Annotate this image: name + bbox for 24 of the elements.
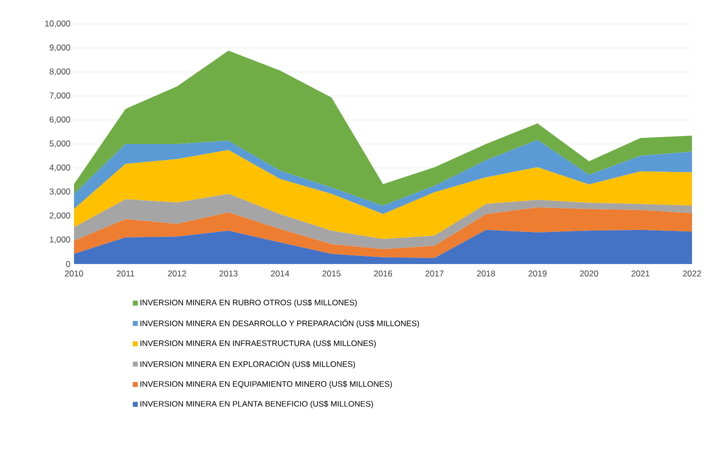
x-tick-label: 2019 bbox=[528, 270, 547, 276]
x-tick-label: 2012 bbox=[168, 270, 186, 276]
x-tick-label: 2015 bbox=[322, 270, 341, 276]
y-tick-label: 3,000 bbox=[50, 188, 70, 196]
x-tick-label: 2017 bbox=[426, 270, 444, 276]
y-tick-label: 9,000 bbox=[50, 44, 70, 52]
y-tick-label: 1,000 bbox=[50, 236, 70, 244]
x-tick-label: 2011 bbox=[116, 270, 134, 276]
x-tick-label: 2018 bbox=[477, 270, 496, 276]
x-tick-label: 2016 bbox=[374, 270, 392, 276]
y-tick-label: 2,000 bbox=[50, 212, 70, 220]
y-tick-label: 0 bbox=[66, 261, 70, 267]
x-tick-label: 2021 bbox=[632, 270, 650, 276]
y-tick-label: 7,000 bbox=[50, 92, 70, 100]
y-tick-label: 10,000 bbox=[45, 20, 70, 28]
x-tick-label: 2022 bbox=[683, 270, 701, 276]
x-tick-label: 2010 bbox=[65, 270, 84, 276]
y-tick-label: 5,000 bbox=[50, 140, 70, 148]
y-tick-label: 8,000 bbox=[50, 68, 70, 76]
y-tick-label: 4,000 bbox=[49, 164, 70, 172]
x-tick-label: 2013 bbox=[220, 270, 238, 276]
x-tick-label: 2014 bbox=[271, 270, 290, 276]
y-tick-label: 6,000 bbox=[50, 116, 70, 124]
x-tick-label: 2020 bbox=[580, 270, 598, 276]
